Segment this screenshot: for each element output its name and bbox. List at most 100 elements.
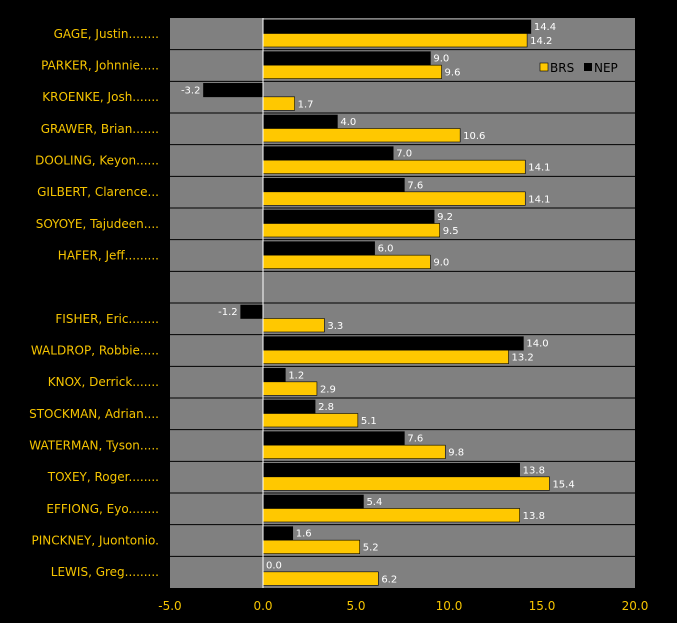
category-label: LEWIS, Greg......... bbox=[51, 565, 159, 579]
data-label-nep: 2.8 bbox=[318, 402, 334, 413]
legend-label-brs: BRS bbox=[550, 61, 574, 75]
bar-brs bbox=[262, 64, 442, 79]
data-label-nep: 9.2 bbox=[437, 212, 453, 223]
bar-nep bbox=[262, 209, 435, 224]
category-label: HAFER, Jeff......... bbox=[58, 249, 159, 263]
data-label-brs: 14.2 bbox=[530, 36, 552, 47]
data-label-brs: 13.8 bbox=[523, 511, 545, 522]
bar-brs bbox=[262, 413, 359, 428]
data-label-brs: 1.7 bbox=[298, 99, 314, 110]
data-label-brs: 5.2 bbox=[363, 543, 379, 554]
bar-brs bbox=[262, 128, 461, 143]
category-label: DOOLING, Keyon...... bbox=[35, 154, 159, 168]
bar-nep bbox=[262, 178, 405, 193]
category-label: FISHER, Eric........ bbox=[55, 312, 159, 326]
bar-brs bbox=[262, 508, 520, 523]
data-label-nep: 14.0 bbox=[526, 339, 548, 350]
category-label: TOXEY, Roger........ bbox=[47, 470, 159, 484]
x-tick-label: 0.0 bbox=[253, 599, 272, 613]
data-label-nep: 0.0 bbox=[266, 560, 282, 571]
category-label: KROENKE, Josh....... bbox=[42, 90, 159, 104]
bar-nep bbox=[262, 399, 316, 414]
bar-brs bbox=[262, 96, 295, 111]
data-label-nep: 7.0 bbox=[396, 149, 412, 160]
category-label: SOYOYE, Tajudeen.... bbox=[36, 217, 159, 231]
data-label-brs: 5.1 bbox=[361, 416, 377, 427]
bar-nep bbox=[240, 304, 264, 319]
bar-brs bbox=[262, 539, 361, 554]
bar-nep bbox=[262, 336, 524, 351]
data-label-nep: 14.4 bbox=[534, 22, 556, 33]
data-label-brs: 9.6 bbox=[445, 68, 461, 79]
data-label-brs: 9.5 bbox=[443, 226, 459, 237]
bar-nep bbox=[262, 146, 394, 161]
data-label-brs: 10.6 bbox=[463, 131, 485, 142]
bar-brs bbox=[262, 191, 526, 206]
category-label: EFFIONG, Eyo........ bbox=[46, 502, 159, 516]
bar-brs bbox=[262, 476, 550, 491]
bar-brs bbox=[262, 349, 509, 364]
data-label-nep: 9.0 bbox=[433, 54, 449, 65]
x-tick-label: -5.0 bbox=[158, 599, 181, 613]
data-label-nep: 13.8 bbox=[523, 465, 545, 476]
bar-nep bbox=[262, 526, 294, 541]
bar-brs bbox=[262, 571, 379, 586]
x-axis-ticks: -5.0 0.0 5.0 10.0 15.0 20.0 bbox=[158, 599, 648, 613]
bar-brs bbox=[262, 223, 440, 238]
bar-brs bbox=[262, 444, 446, 459]
category-label: WATERMAN, Tyson..... bbox=[29, 439, 159, 453]
data-label-nep: 1.6 bbox=[296, 529, 312, 540]
bar-nep bbox=[203, 83, 264, 98]
data-label-nep: 5.4 bbox=[366, 497, 382, 508]
bars: 14.4 14.2 9.0 9.6 -3.2 1.7 4.0 10.6 7.0 14.1 7.6 14… bbox=[181, 19, 575, 586]
bar-brs bbox=[262, 318, 325, 333]
legend-swatch-brs bbox=[539, 62, 549, 72]
data-label-nep: -1.2 bbox=[218, 307, 238, 318]
category-label: WALDROP, Robbie..... bbox=[31, 344, 159, 358]
data-label-brs: 14.1 bbox=[528, 163, 550, 174]
x-tick-label: 10.0 bbox=[436, 599, 463, 613]
bar-brs bbox=[262, 33, 528, 48]
x-tick-label: 15.0 bbox=[529, 599, 556, 613]
legend-swatch-nep bbox=[584, 63, 592, 71]
category-labels: GAGE, Justin........ PARKER, Johnnie.....… bbox=[29, 27, 159, 579]
data-label-brs: 3.3 bbox=[327, 321, 343, 332]
data-label-brs: 9.8 bbox=[448, 448, 464, 459]
bar-nep bbox=[262, 368, 286, 383]
x-tick-label: 20.0 bbox=[622, 599, 649, 613]
category-label: STOCKMAN, Adrian.... bbox=[29, 407, 159, 421]
data-label-nep: 7.6 bbox=[407, 180, 423, 191]
bar-nep bbox=[262, 19, 532, 34]
data-label-nep: -3.2 bbox=[181, 85, 201, 96]
category-label: PINCKNEY, Juontonio. bbox=[31, 534, 159, 548]
data-label-nep: 6.0 bbox=[378, 244, 394, 255]
bar-nep bbox=[262, 241, 375, 256]
category-label: GRAWER, Brian....... bbox=[41, 122, 159, 136]
gridlines bbox=[170, 49, 635, 557]
data-label-nep: 7.6 bbox=[407, 434, 423, 445]
data-label-brs: 2.9 bbox=[320, 384, 336, 395]
data-label-brs: 15.4 bbox=[552, 479, 574, 490]
data-label-nep: 1.2 bbox=[288, 370, 304, 381]
bar-nep bbox=[262, 463, 520, 478]
bar-brs bbox=[262, 254, 431, 269]
data-label-brs: 13.2 bbox=[512, 353, 534, 364]
data-label-brs: 14.1 bbox=[528, 194, 550, 205]
bar-nep bbox=[262, 114, 338, 129]
data-label-brs: 9.0 bbox=[433, 258, 449, 269]
bar-nep bbox=[262, 431, 405, 446]
legend: BRS NEP bbox=[539, 61, 618, 75]
data-label-brs: 6.2 bbox=[381, 574, 397, 585]
data-label-nep: 4.0 bbox=[340, 117, 356, 128]
bar-nep bbox=[262, 494, 364, 509]
bar-brs bbox=[262, 159, 526, 174]
bar-brs bbox=[262, 381, 318, 396]
category-label: GAGE, Justin........ bbox=[54, 27, 159, 41]
x-tick-label: 5.0 bbox=[346, 599, 365, 613]
category-label: KNOX, Derrick....... bbox=[48, 375, 159, 389]
bar-nep bbox=[262, 51, 431, 66]
legend-label-nep: NEP bbox=[594, 61, 618, 75]
category-label: PARKER, Johnnie..... bbox=[41, 59, 159, 73]
category-label: GILBERT, Clarence... bbox=[37, 185, 159, 199]
